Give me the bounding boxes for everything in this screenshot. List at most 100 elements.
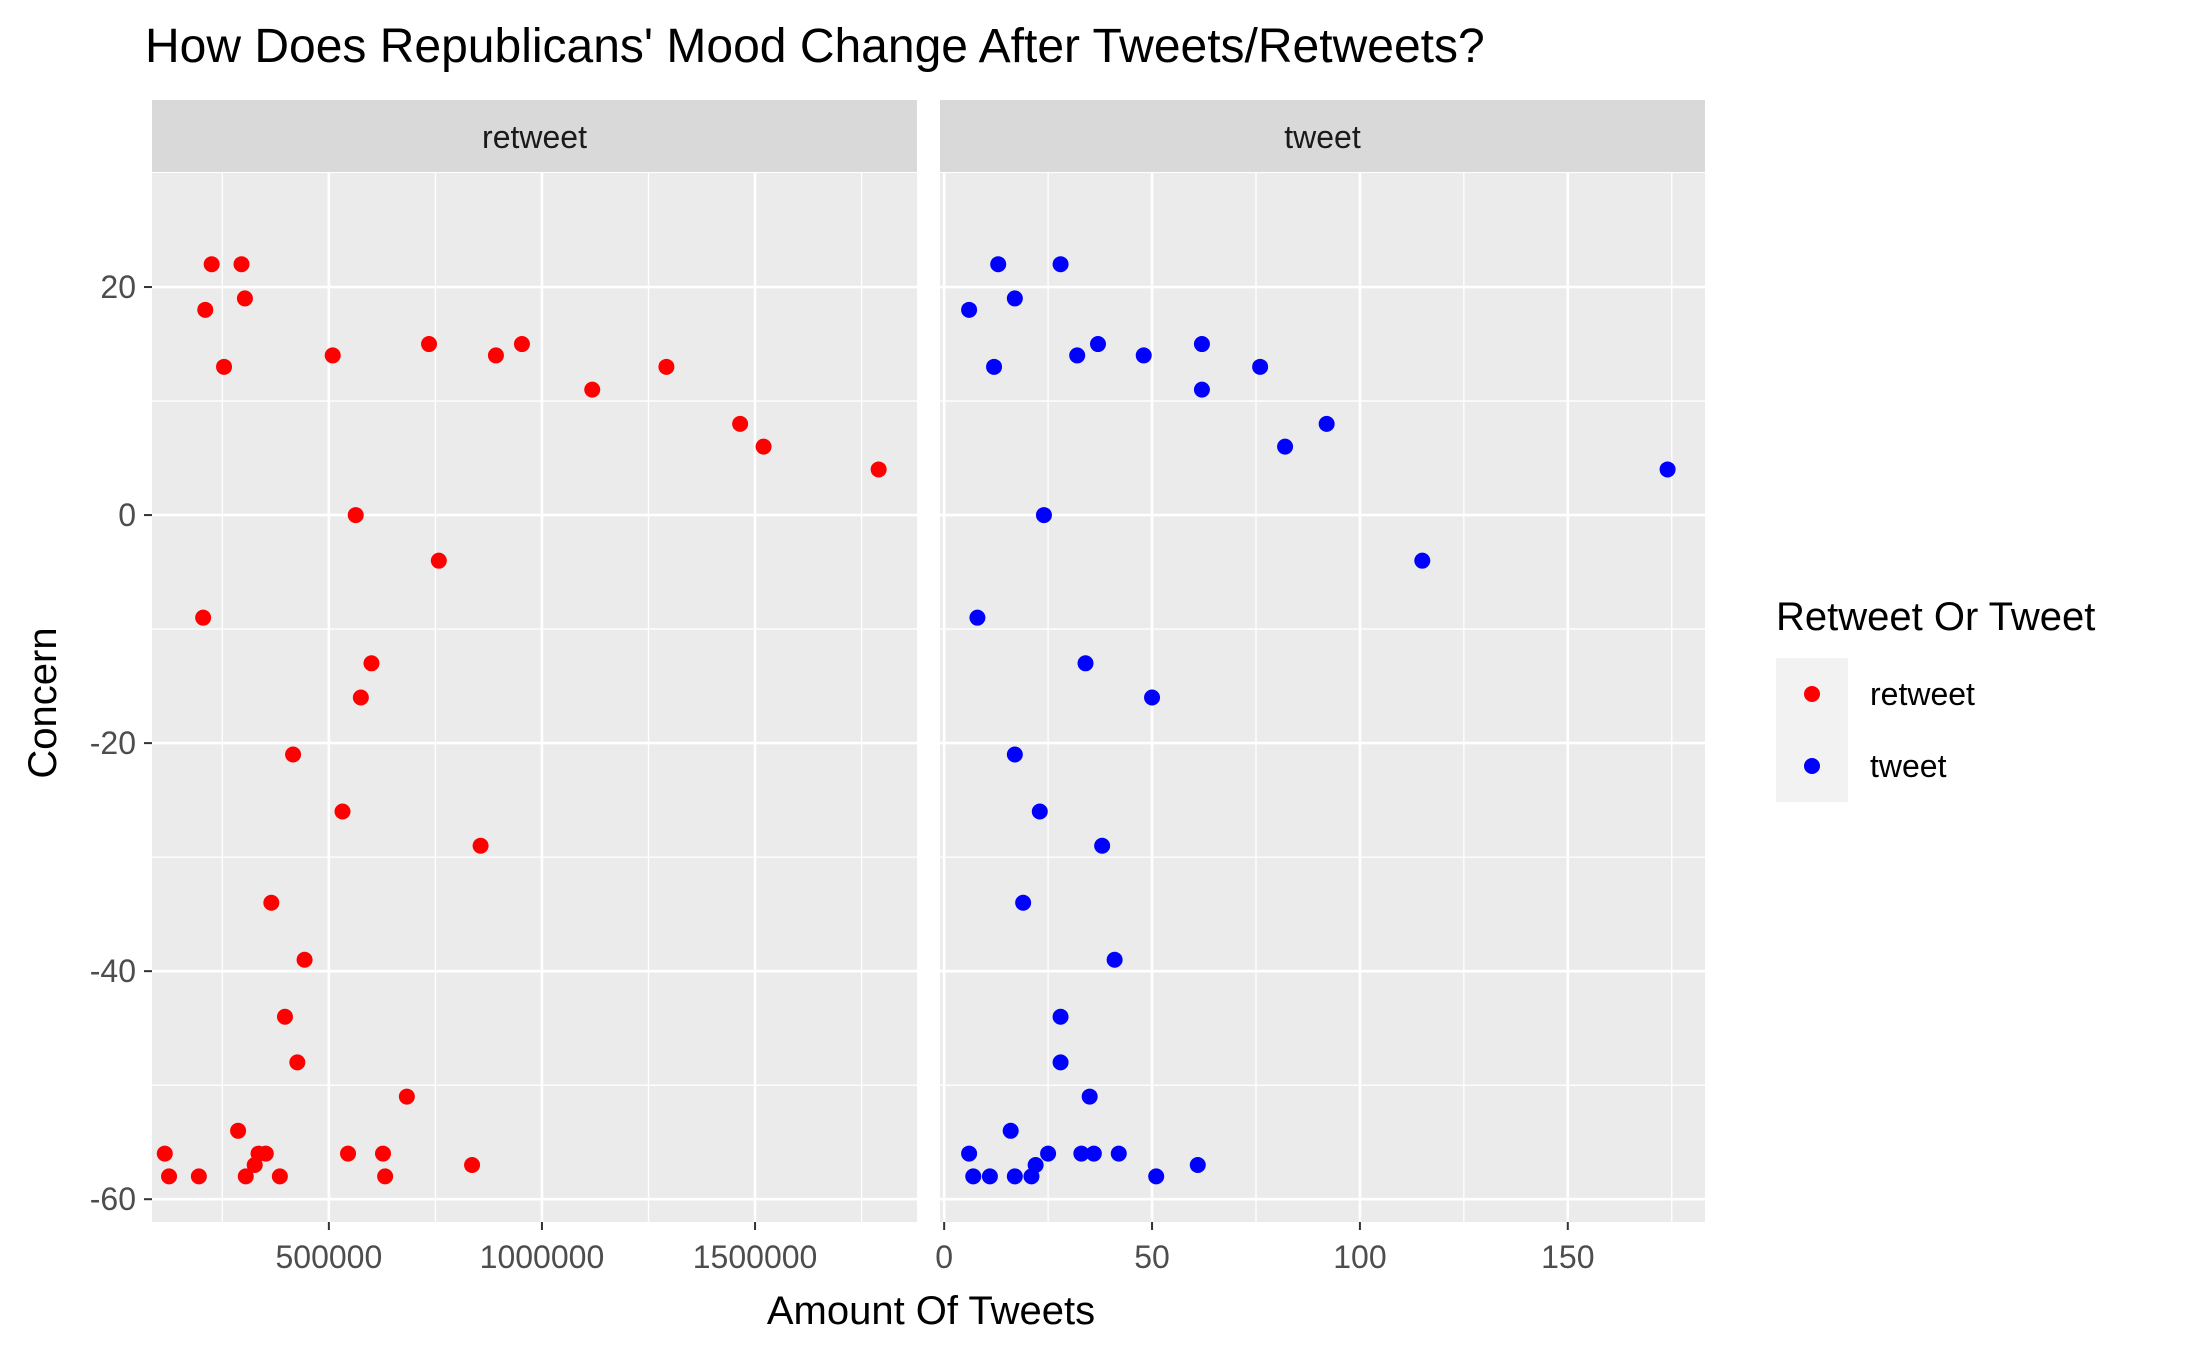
data-point-tweet — [1006, 1168, 1023, 1185]
data-point-retweet — [870, 461, 887, 478]
data-point-tweet — [1318, 415, 1335, 432]
legend: Retweet Or Tweet retweet tweet — [1776, 595, 2095, 802]
data-point-retweet — [236, 290, 253, 307]
data-point-tweet — [1015, 894, 1032, 911]
legend-title: Retweet Or Tweet — [1776, 595, 2095, 639]
legend-key-retweet — [1804, 686, 1820, 702]
data-point-tweet — [1040, 1145, 1057, 1162]
panel-background — [940, 173, 1705, 1222]
data-point-retweet — [230, 1122, 247, 1139]
data-point-tweet — [1110, 1145, 1127, 1162]
data-point-tweet — [1023, 1168, 1040, 1185]
data-point-retweet — [246, 1156, 263, 1173]
legend-key-tweet — [1804, 758, 1820, 774]
data-point-tweet — [965, 1168, 982, 1185]
data-point-tweet — [1081, 1088, 1098, 1105]
data-point-retweet — [658, 358, 675, 375]
data-point-retweet — [398, 1088, 415, 1105]
data-point-retweet — [195, 609, 212, 626]
data-point-retweet — [289, 1054, 306, 1071]
x-tick-label: 1000000 — [480, 1239, 605, 1275]
data-point-tweet — [1052, 1008, 1069, 1025]
data-point-tweet — [961, 1145, 978, 1162]
data-point-retweet — [347, 507, 364, 524]
data-point-retweet — [334, 803, 351, 820]
x-tick-label: 0 — [935, 1239, 953, 1275]
data-point-retweet — [513, 336, 530, 353]
data-point-retweet — [374, 1145, 391, 1162]
data-point-retweet — [216, 358, 233, 375]
data-point-tweet — [1135, 347, 1152, 364]
legend-label-tweet: tweet — [1870, 748, 1947, 784]
x-tick-label: 100 — [1333, 1239, 1386, 1275]
data-point-tweet — [1659, 461, 1676, 478]
data-point-tweet — [1193, 336, 1210, 353]
facet-panel-tweet: tweet 0 50 100 150 — [935, 100, 1705, 1275]
data-point-retweet — [296, 951, 313, 968]
data-point-retweet — [156, 1145, 173, 1162]
data-point-tweet — [961, 301, 978, 318]
x-tick-label: 150 — [1541, 1239, 1594, 1275]
strip-label-retweet: retweet — [482, 119, 587, 155]
data-point-retweet — [324, 347, 341, 364]
data-point-tweet — [1077, 655, 1094, 672]
data-point-retweet — [377, 1168, 394, 1185]
data-point-tweet — [1006, 746, 1023, 763]
data-point-tweet — [1106, 951, 1123, 968]
data-point-retweet — [421, 336, 438, 353]
data-point-retweet — [732, 415, 749, 432]
data-point-tweet — [1002, 1122, 1019, 1139]
data-point-retweet — [271, 1168, 288, 1185]
strip-background — [940, 100, 1705, 172]
data-point-tweet — [969, 609, 986, 626]
data-point-tweet — [986, 358, 1003, 375]
data-point-tweet — [1277, 438, 1294, 455]
x-tick-label: 1500000 — [693, 1239, 818, 1275]
data-point-retweet — [464, 1156, 481, 1173]
x-axis-title: Amount Of Tweets — [767, 1289, 1095, 1333]
data-point-tweet — [1069, 347, 1086, 364]
data-point-retweet — [190, 1168, 207, 1185]
y-tick-label: 0 — [118, 497, 136, 533]
data-point-retweet — [257, 1145, 274, 1162]
data-point-tweet — [1414, 552, 1431, 569]
data-point-tweet — [1073, 1145, 1090, 1162]
data-point-tweet — [1052, 256, 1069, 273]
chart-title: How Does Republicans' Mood Change After … — [145, 20, 1485, 73]
data-point-tweet — [1189, 1156, 1206, 1173]
legend-label-retweet: retweet — [1870, 676, 1975, 712]
data-point-retweet — [340, 1145, 357, 1162]
facet-panel-retweet: retweet 500000 1000000 1500000 — [152, 100, 917, 1275]
data-point-retweet — [263, 894, 280, 911]
data-point-retweet — [285, 746, 302, 763]
data-point-retweet — [584, 381, 601, 398]
data-point-tweet — [1094, 837, 1111, 854]
data-point-retweet — [161, 1168, 178, 1185]
y-tick-label: -20 — [90, 725, 136, 761]
y-axis: 20 0 -20 -40 -60 — [90, 269, 152, 1217]
data-point-tweet — [990, 256, 1007, 273]
strip-background — [152, 100, 917, 172]
data-point-retweet — [197, 301, 214, 318]
data-point-tweet — [1006, 290, 1023, 307]
data-point-retweet — [237, 1168, 254, 1185]
data-point-tweet — [1052, 1054, 1069, 1071]
y-tick-label: -40 — [90, 953, 136, 989]
data-point-retweet — [203, 256, 220, 273]
x-tick-label: 50 — [1134, 1239, 1170, 1275]
data-point-retweet — [755, 438, 772, 455]
data-point-tweet — [1035, 507, 1052, 524]
strip-label-tweet: tweet — [1284, 119, 1361, 155]
data-point-retweet — [430, 552, 447, 569]
data-point-retweet — [233, 256, 250, 273]
y-tick-label: 20 — [100, 269, 136, 305]
data-point-tweet — [1144, 689, 1161, 706]
data-point-retweet — [276, 1008, 293, 1025]
data-point-tweet — [1193, 381, 1210, 398]
data-point-tweet — [1148, 1168, 1165, 1185]
data-point-retweet — [472, 837, 489, 854]
x-tick-label: 500000 — [275, 1239, 382, 1275]
data-point-retweet — [487, 347, 504, 364]
y-tick-label: -60 — [90, 1181, 136, 1217]
data-point-retweet — [363, 655, 380, 672]
